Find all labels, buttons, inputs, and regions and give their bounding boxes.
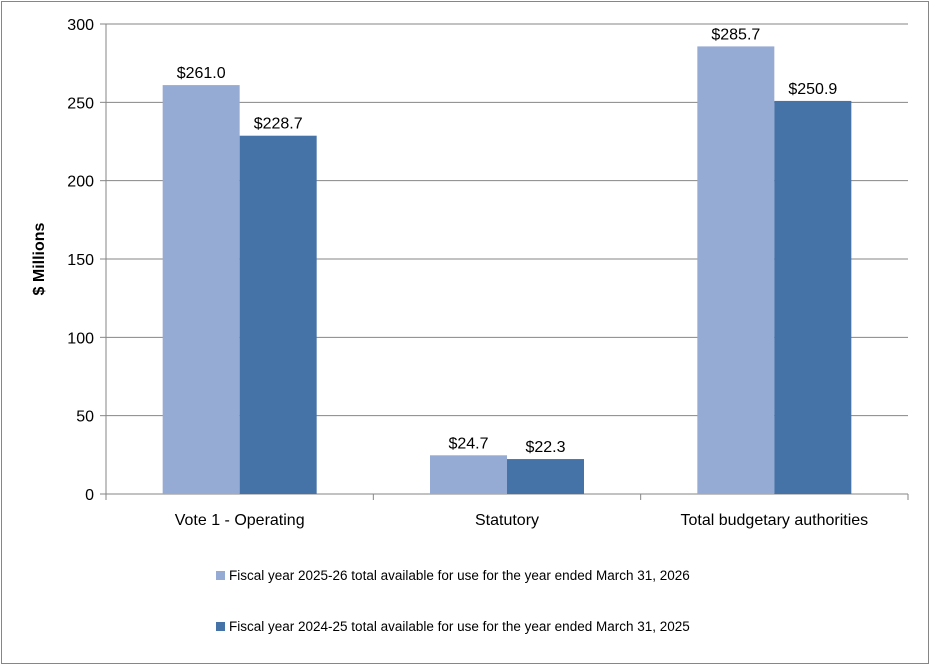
y-tick-label: 50: [76, 409, 94, 426]
y-tick-label: 300: [67, 17, 94, 34]
bar-2024-25: [774, 100, 852, 494]
legend-swatch: [216, 571, 225, 580]
bar-2024-25: [507, 459, 584, 494]
data-label: $22.3: [525, 439, 565, 456]
bar-2025-26: [697, 46, 775, 495]
y-tick-label: 150: [67, 252, 94, 269]
legend-label: Fiscal year 2024-25 total available for …: [229, 619, 690, 634]
bar-2025-26: [162, 85, 240, 494]
data-label: $285.7: [711, 26, 760, 43]
y-tick-label: 0: [85, 487, 94, 504]
x-tick-label: Statutory: [475, 512, 539, 529]
x-tick-label: Vote 1 - Operating: [175, 512, 305, 529]
y-tick-label: 100: [67, 330, 94, 347]
legend-label: Fiscal year 2025-26 total available for …: [229, 568, 690, 583]
x-tick-label: Total budgetary authorities: [680, 512, 868, 529]
bar-2024-25: [239, 135, 317, 494]
data-label: $261.0: [177, 65, 226, 82]
bar-2025-26: [430, 455, 507, 494]
y-tick-label: 200: [67, 174, 94, 191]
y-tick-label: 250: [67, 95, 94, 112]
data-label: $228.7: [254, 116, 303, 133]
legend-swatch: [216, 622, 225, 631]
data-label: $250.9: [788, 81, 837, 98]
y-axis-label: $ Millions: [31, 222, 48, 295]
data-label: $24.7: [448, 435, 488, 452]
